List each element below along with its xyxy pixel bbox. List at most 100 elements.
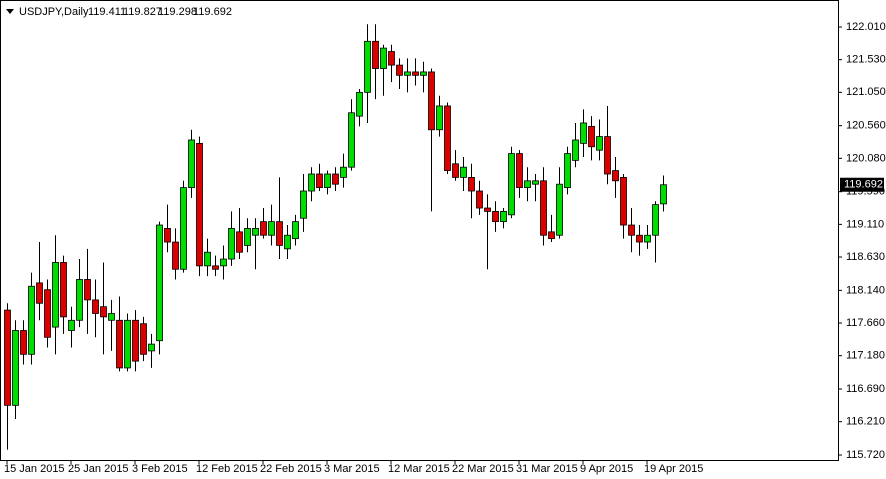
candle-body <box>380 47 387 69</box>
candle-body <box>508 153 515 216</box>
candle-body <box>244 228 251 246</box>
candle-body <box>20 330 27 355</box>
candle-body <box>84 279 91 301</box>
candle-body <box>188 139 195 189</box>
candle-body <box>196 142 203 267</box>
candle-body <box>516 153 523 189</box>
x-tick-label: 15 Jan 2015 <box>4 463 65 475</box>
menu-arrow[interactable] <box>6 9 14 14</box>
candle-body <box>172 241 179 270</box>
candle-body <box>652 204 659 236</box>
chart-title: USDJPY,Daily <box>19 6 89 18</box>
y-tick-label: 118.630 <box>846 251 885 263</box>
candle-body <box>228 228 235 260</box>
candle-body <box>396 64 403 76</box>
candle-body <box>436 105 443 131</box>
candle-body <box>468 176 475 192</box>
candle-body <box>68 319 75 331</box>
price-marker-label: 119.692 <box>844 179 883 191</box>
candle-body <box>148 343 155 352</box>
candle-body <box>564 153 571 189</box>
y-tick-label: 118.140 <box>846 284 885 296</box>
candle-body <box>348 112 355 168</box>
candle-body <box>156 224 163 342</box>
candle-body <box>260 221 267 236</box>
candle-body <box>540 180 547 236</box>
candle-body <box>324 173 331 189</box>
candle-body <box>212 265 219 270</box>
candle-body <box>620 176 627 226</box>
y-tick-label: 117.660 <box>846 317 885 329</box>
y-tick-label: 116.210 <box>846 416 885 428</box>
candle-body <box>276 221 283 246</box>
candle-body <box>132 319 139 362</box>
candle-body <box>452 163 459 178</box>
candle-body <box>308 173 315 192</box>
candle-body <box>100 306 107 318</box>
candle-body <box>124 319 131 369</box>
y-tick-label: 121.530 <box>846 54 886 66</box>
candle-body <box>300 190 307 219</box>
x-tick-label: 12 Mar 2015 <box>388 463 450 475</box>
candle-body <box>44 289 51 338</box>
candle-body <box>12 330 19 406</box>
candle-body <box>572 139 579 161</box>
candle-body <box>644 234 651 243</box>
candle-body <box>28 285 35 355</box>
x-tick-label: 22 Mar 2015 <box>452 463 514 475</box>
candle-body <box>404 71 411 76</box>
candle-body <box>500 211 507 223</box>
candle-body <box>628 224 635 236</box>
candle-body <box>220 258 227 267</box>
x-tick-label: 3 Feb 2015 <box>132 463 188 475</box>
candle-body <box>556 183 563 236</box>
candle-body <box>604 136 611 175</box>
header-open: 119.411 <box>88 6 126 18</box>
y-tick-label: 121.050 <box>846 86 886 98</box>
candle-body <box>356 91 363 117</box>
x-tick-label: 19 Apr 2015 <box>644 463 703 475</box>
candle-body <box>588 125 595 148</box>
candle-body <box>636 234 643 243</box>
candle-body <box>484 207 491 212</box>
candle-body <box>524 180 531 189</box>
x-tick-label: 9 Apr 2015 <box>580 463 633 475</box>
candle-body <box>36 282 43 304</box>
candle-body <box>164 228 171 243</box>
candle-body <box>596 136 603 151</box>
header-high: 119.827 <box>123 6 162 18</box>
price-marker <box>840 177 884 192</box>
header-low: 119.298 <box>158 6 197 18</box>
candle-body <box>476 190 483 209</box>
candle-body <box>420 71 427 76</box>
x-tick-label: 22 Feb 2015 <box>260 463 322 475</box>
candle-body <box>612 170 619 182</box>
y-tick-label: 120.080 <box>846 152 886 164</box>
candle-body <box>204 251 211 267</box>
candle-body <box>412 71 419 76</box>
candle-body <box>4 309 11 406</box>
y-tick-label: 115.720 <box>846 449 885 461</box>
candle-body <box>460 166 467 178</box>
candle-body <box>236 231 243 253</box>
plot-frame <box>0 0 839 461</box>
candle-body <box>532 180 539 185</box>
x-tick-label: 25 Jan 2015 <box>68 463 129 475</box>
candle-body <box>444 105 451 171</box>
y-tick-label: 122.010 <box>846 21 886 33</box>
candle-body <box>428 71 435 131</box>
candle-body <box>332 173 339 185</box>
candle-body <box>492 211 499 223</box>
candle-body <box>580 122 587 144</box>
candle-body <box>548 231 555 240</box>
candle-body <box>76 279 83 321</box>
y-tick-label: 116.690 <box>846 383 885 395</box>
x-tick-label: 3 Mar 2015 <box>324 463 380 475</box>
candle-body <box>116 319 123 369</box>
candle-body <box>92 299 99 314</box>
candle-body <box>372 40 379 69</box>
candle-body <box>292 221 299 240</box>
candle-body <box>60 262 67 318</box>
candle-body <box>388 51 395 66</box>
